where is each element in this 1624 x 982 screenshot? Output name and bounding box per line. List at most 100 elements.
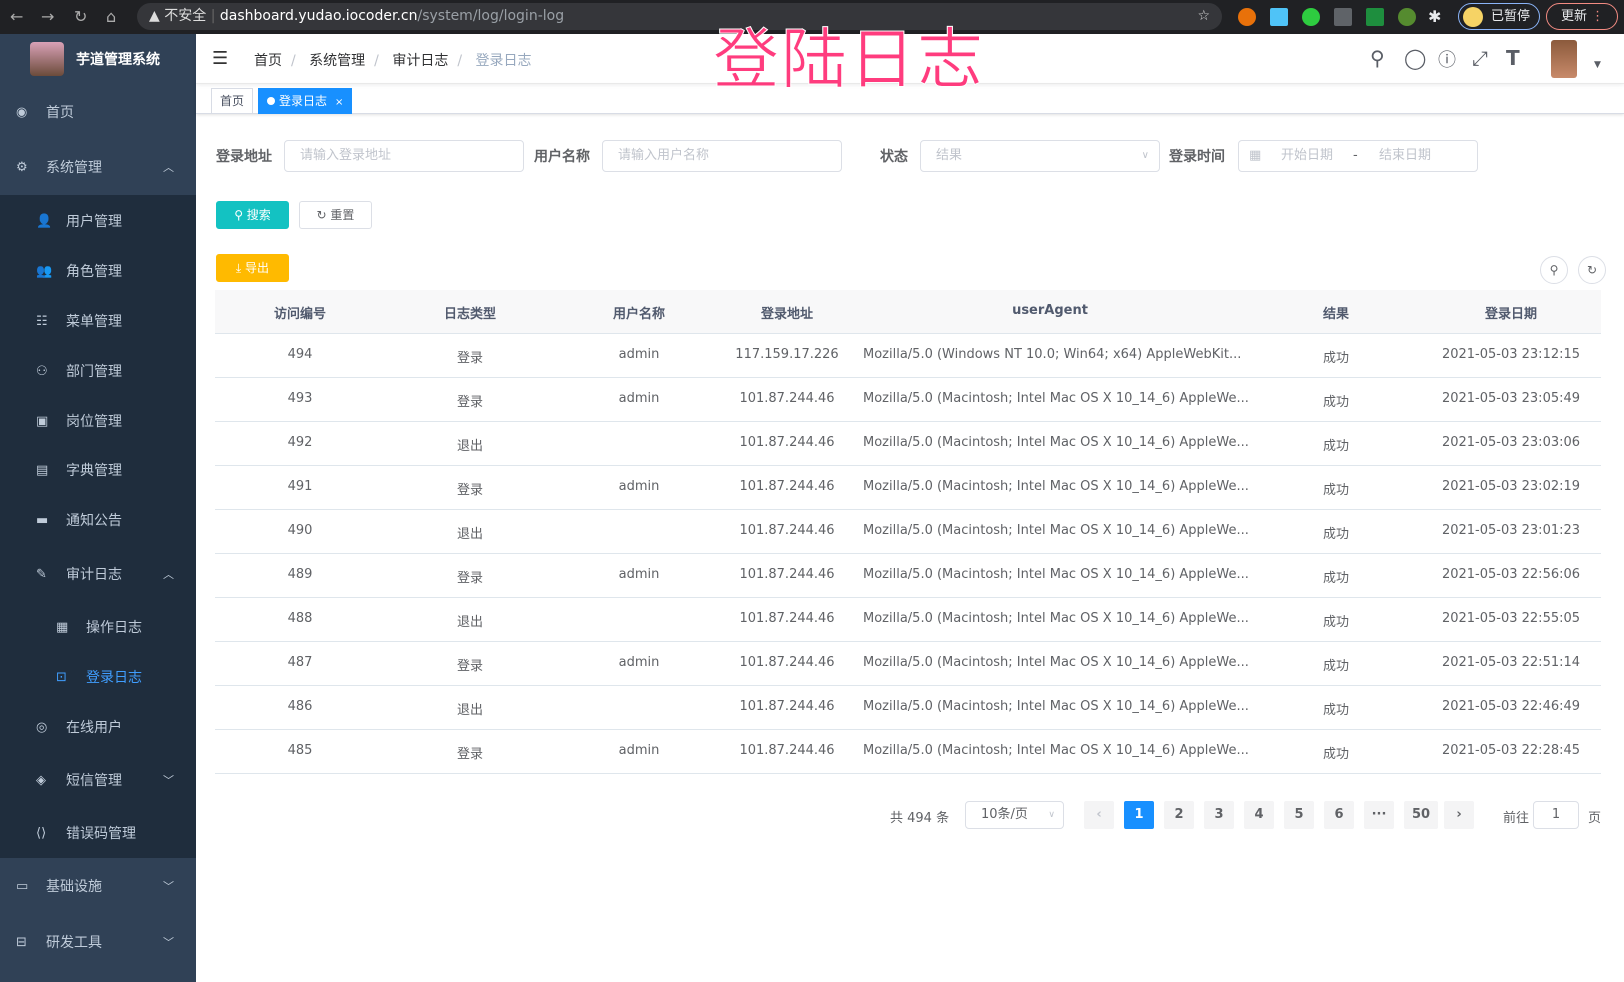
sidebar-item[interactable]: 👤 用户管理: [0, 197, 196, 247]
sidebar-item[interactable]: ▣ 岗位管理: [0, 397, 196, 447]
table-cell: 登录: [456, 747, 484, 762]
table-cell: 493: [287, 391, 313, 406]
reload-icon[interactable]: ↻: [74, 7, 88, 26]
table-row[interactable]: 489 登录 admin 101.87.244.46 Mozilla/5.0 (Maci…: [215, 554, 1601, 598]
table-row[interactable]: 494 登录 admin 117.159.17.226 Mozilla/5.0 (Win…: [215, 334, 1601, 378]
refresh-button[interactable]: ↻: [1578, 256, 1606, 284]
sidebar-item[interactable]: ▤ 字典管理: [0, 446, 196, 496]
sidebar-item[interactable]: ◉ 首页: [0, 88, 196, 138]
extension-icon[interactable]: [1398, 8, 1416, 26]
page-button[interactable]: ···: [1364, 801, 1394, 829]
search-icon[interactable]: ⚲: [1370, 46, 1385, 70]
page-button[interactable]: 50: [1404, 801, 1438, 829]
sidebar-item[interactable]: ◎ 在线用户: [0, 703, 196, 753]
profile-button[interactable]: 已暂停: [1458, 3, 1540, 30]
prev-page-button[interactable]: ‹: [1084, 801, 1114, 829]
table-row[interactable]: 491 登录 admin 101.87.244.46 Mozilla/5.0 (Maci…: [215, 466, 1601, 510]
table-cell: 101.87.244.46: [739, 479, 835, 494]
sidebar-item[interactable]: ▦ 操作日志: [0, 603, 196, 653]
table-cell: 101.87.244.46: [739, 699, 835, 714]
page-size-select[interactable]: 10条/页 ∨: [965, 801, 1064, 829]
sidebar-item[interactable]: ▭ 基础设施 ﹀: [0, 862, 196, 912]
page-button[interactable]: 3: [1204, 801, 1234, 829]
navbar: ☰ 首页 / 系统管理 / 审计日志 / 登录日志 ⚲ ◯ ⓘ ⤢ T ▼: [196, 34, 1624, 84]
page-button[interactable]: 2: [1164, 801, 1194, 829]
table-cell: Mozilla/5.0 (Macintosh; Intel Mac OS X 1…: [863, 611, 1249, 626]
search-button[interactable]: ⚲ 搜索: [216, 201, 289, 229]
table-row[interactable]: 487 登录 admin 101.87.244.46 Mozilla/5.0 (Maci…: [215, 642, 1601, 686]
address-bar[interactable]: ▲ 不安全 | dashboard.yudao.iocoder.cn/syste…: [137, 3, 1222, 30]
page-button[interactable]: 6: [1324, 801, 1354, 829]
table-row[interactable]: 493 登录 admin 101.87.244.46 Mozilla/5.0 (Maci…: [215, 378, 1601, 422]
sidebar-item[interactable]: ◈ 短信管理 ﹀: [0, 756, 196, 806]
table-row[interactable]: 492 退出 101.87.244.46 Mozilla/5.0 (Macintosh…: [215, 422, 1601, 466]
table-cell: 退出: [456, 527, 484, 542]
extension-icon[interactable]: [1238, 8, 1256, 26]
tag-login-log[interactable]: 登录日志 ×: [258, 88, 353, 114]
toggle-search-button[interactable]: ⚲: [1540, 256, 1568, 284]
extension-icon[interactable]: [1270, 8, 1288, 26]
sidebar-item[interactable]: ⚇ 部门管理: [0, 347, 196, 397]
table-row[interactable]: 485 登录 admin 101.87.244.46 Mozilla/5.0 (Maci…: [215, 730, 1601, 774]
sidebar-item[interactable]: ▬ 通知公告: [0, 496, 196, 546]
breadcrumb-item[interactable]: 首页: [254, 53, 282, 69]
breadcrumb-item[interactable]: 审计日志: [392, 53, 449, 69]
forward-icon[interactable]: →: [41, 7, 55, 26]
breadcrumb-item[interactable]: 系统管理: [309, 53, 366, 69]
page-button[interactable]: 1: [1124, 801, 1154, 829]
update-button[interactable]: 更新 ⋮: [1546, 3, 1618, 30]
avatar[interactable]: [1551, 40, 1577, 78]
puzzle-icon[interactable]: ✱: [1428, 7, 1442, 26]
font-size-icon[interactable]: T: [1506, 46, 1520, 70]
fullscreen-icon[interactable]: ⤢: [1472, 46, 1488, 70]
sidebar-item[interactable]: ✎ 审计日志 ︿: [0, 550, 196, 600]
page-button[interactable]: 4: [1244, 801, 1274, 829]
column-header: 登录地址: [760, 307, 814, 322]
back-icon[interactable]: ←: [10, 7, 24, 26]
calendar-icon: ▦: [1249, 148, 1262, 163]
goto-page-input[interactable]: 1: [1533, 801, 1579, 829]
next-page-button[interactable]: ›: [1444, 801, 1474, 829]
extension-icon[interactable]: [1366, 8, 1384, 26]
sidebar-item-label: 短信管理: [66, 773, 122, 789]
hamburger-icon[interactable]: ☰: [212, 48, 229, 69]
ip-label: 登录地址: [216, 149, 272, 165]
github-icon[interactable]: ◯: [1404, 46, 1427, 70]
export-button[interactable]: ⤓ 导出: [216, 254, 289, 282]
question-icon[interactable]: ⓘ: [1438, 50, 1456, 71]
table-cell: 登录: [456, 571, 484, 586]
table-cell: 490: [287, 523, 313, 538]
form-icon: ▦: [56, 620, 69, 635]
ip-input[interactable]: 请输入登录地址: [284, 140, 524, 172]
extension-icon[interactable]: [1302, 8, 1320, 26]
table-cell: Mozilla/5.0 (Macintosh; Intel Mac OS X 1…: [863, 567, 1249, 582]
table-cell: 登录: [456, 659, 484, 674]
table-cell: 退出: [456, 615, 484, 630]
table-row[interactable]: 490 退出 101.87.244.46 Mozilla/5.0 (Macintosh…: [215, 510, 1601, 554]
reset-button[interactable]: ↻ 重置: [299, 201, 372, 229]
date-range-picker[interactable]: ▦ 开始日期 - 结束日期: [1238, 140, 1478, 172]
sidebar-item[interactable]: ⊡ 登录日志: [0, 653, 196, 703]
table-row[interactable]: 486 退出 101.87.244.46 Mozilla/5.0 (Macintosh…: [215, 686, 1601, 730]
caret-down-icon[interactable]: ▼: [1594, 60, 1601, 70]
tag-home[interactable]: 首页: [211, 88, 254, 114]
status-select[interactable]: 结果 ∨: [920, 140, 1160, 172]
bookmark-star-icon[interactable]: ☆: [1197, 8, 1210, 24]
sidebar-item-label: 首页: [46, 105, 74, 121]
home-icon[interactable]: ⌂: [106, 7, 117, 26]
table-row[interactable]: 488 退出 101.87.244.46 Mozilla/5.0 (Macintosh…: [215, 598, 1601, 642]
page-button[interactable]: 5: [1284, 801, 1314, 829]
sidebar-item[interactable]: 👥 角色管理: [0, 247, 196, 297]
sidebar-item[interactable]: ⊟ 研发工具 ﹀: [0, 918, 196, 968]
table-cell: 2021-05-03 22:51:14: [1441, 655, 1581, 670]
sidebar-item[interactable]: ⚙ 系统管理 ︿: [0, 143, 196, 193]
sidebar-item-label: 登录日志: [86, 670, 142, 686]
extension-icon[interactable]: [1334, 8, 1352, 26]
table-cell: 成功: [1322, 615, 1350, 630]
table-cell: Mozilla/5.0 (Macintosh; Intel Mac OS X 1…: [863, 479, 1249, 494]
close-icon[interactable]: ×: [335, 97, 344, 108]
sidebar-item[interactable]: ☷ 菜单管理: [0, 297, 196, 347]
sidebar-item[interactable]: ⟨⟩ 错误码管理: [0, 809, 196, 859]
username-placeholder: 请输入用户名称: [618, 148, 710, 163]
username-input[interactable]: 请输入用户名称: [602, 140, 842, 172]
